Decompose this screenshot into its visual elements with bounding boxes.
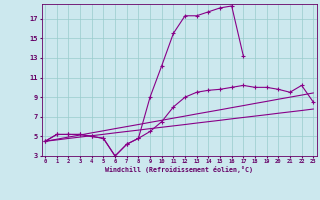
X-axis label: Windchill (Refroidissement éolien,°C): Windchill (Refroidissement éolien,°C) <box>105 166 253 173</box>
